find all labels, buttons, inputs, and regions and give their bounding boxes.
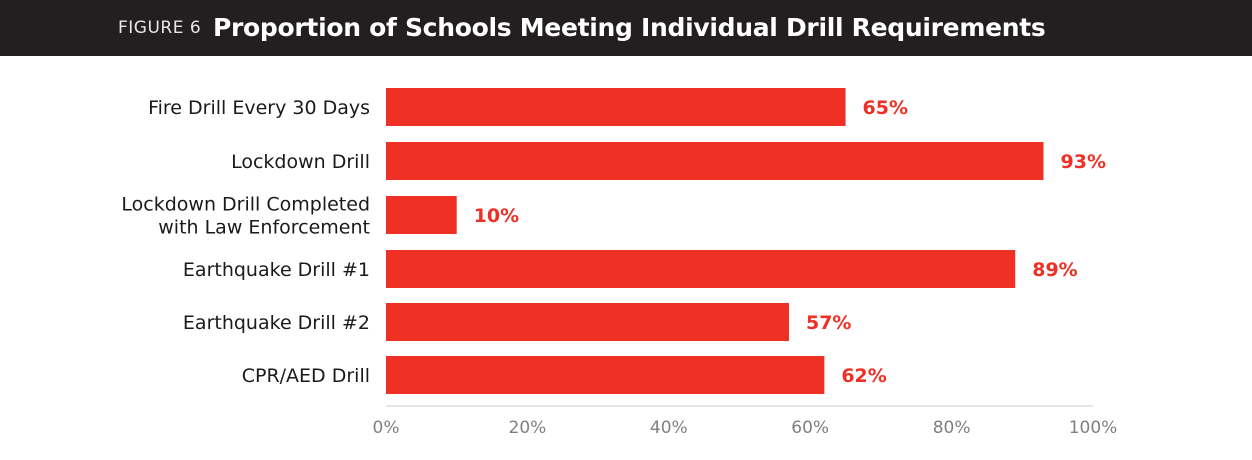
value-label-1: 65% xyxy=(863,97,908,119)
bar-4 xyxy=(386,250,1016,288)
value-label-2: 93% xyxy=(1061,151,1106,173)
value-label-5: 57% xyxy=(806,312,851,334)
category-label-3-line-1: Lockdown Drill Completed xyxy=(121,194,370,216)
category-label-3-line-2: with Law Enforcement xyxy=(158,217,370,239)
figure-header: FIGURE 6 Proportion of Schools Meeting I… xyxy=(0,0,1252,56)
x-tick-label-40: 40% xyxy=(650,418,688,438)
x-tick-label-0: 0% xyxy=(373,418,400,438)
x-tick-label-60: 60% xyxy=(791,418,829,438)
value-label-3: 10% xyxy=(474,205,519,227)
bar-6 xyxy=(386,356,825,394)
bar-3 xyxy=(386,196,457,234)
category-label-4: Earthquake Drill #1 xyxy=(183,259,370,281)
x-tick-label-20: 20% xyxy=(509,418,547,438)
figure-number: FIGURE 6 xyxy=(118,18,202,38)
bar-5 xyxy=(386,303,789,341)
bar-1 xyxy=(386,88,846,126)
figure-title: Proportion of Schools Meeting Individual… xyxy=(213,13,1046,42)
category-label-2: Lockdown Drill xyxy=(231,151,370,173)
x-tick-label-80: 80% xyxy=(933,418,971,438)
bar-2 xyxy=(386,142,1044,180)
value-label-4: 89% xyxy=(1032,259,1077,281)
category-label-1: Fire Drill Every 30 Days xyxy=(148,97,370,119)
value-label-6: 62% xyxy=(841,365,886,387)
category-label-5: Earthquake Drill #2 xyxy=(183,312,370,334)
x-tick-label-100: 100% xyxy=(1069,418,1118,438)
category-label-6: CPR/AED Drill xyxy=(242,365,370,387)
